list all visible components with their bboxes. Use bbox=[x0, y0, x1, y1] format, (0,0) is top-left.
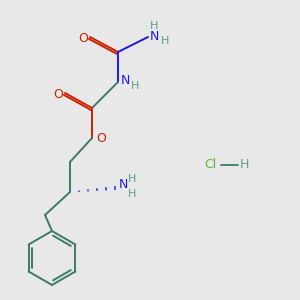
Text: H: H bbox=[239, 158, 249, 172]
Text: H: H bbox=[150, 21, 158, 31]
Text: N: N bbox=[120, 74, 130, 88]
Text: N: N bbox=[118, 178, 128, 191]
Text: N: N bbox=[149, 29, 159, 43]
Text: O: O bbox=[78, 32, 88, 44]
Text: H: H bbox=[128, 174, 136, 184]
Text: H: H bbox=[161, 36, 169, 46]
Text: H: H bbox=[131, 81, 139, 91]
Text: H: H bbox=[128, 189, 136, 199]
Text: O: O bbox=[53, 88, 63, 100]
Text: O: O bbox=[96, 133, 106, 146]
Text: Cl: Cl bbox=[204, 158, 216, 172]
